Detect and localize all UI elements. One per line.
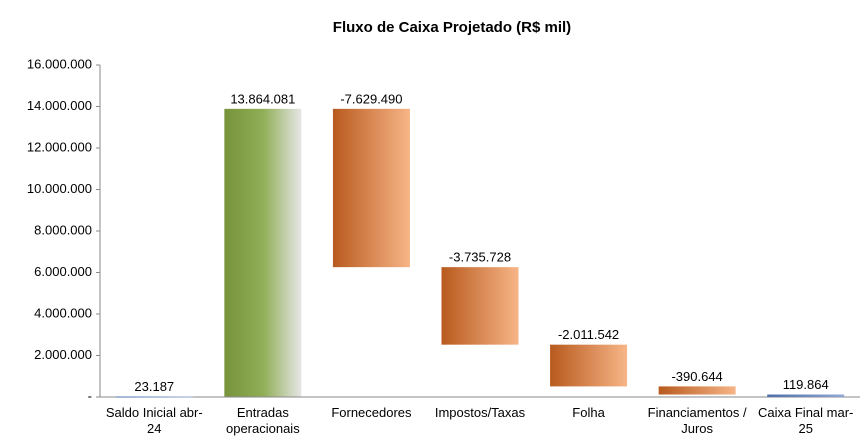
y-tick-label: 16.000.000 bbox=[27, 56, 92, 71]
x-tick-label: Folha bbox=[572, 405, 605, 420]
chart-title: Fluxo de Caixa Projetado (R$ mil) bbox=[333, 19, 571, 36]
x-tick-label: Financiamentos / Juros bbox=[647, 405, 747, 436]
y-tick-label: 14.000.000 bbox=[27, 98, 92, 113]
x-tick-label: Entradas operacionais bbox=[225, 405, 300, 436]
bar bbox=[658, 386, 736, 395]
bar bbox=[224, 108, 302, 397]
bar bbox=[441, 267, 519, 345]
x-tick-label: Saldo Inicial abr-24 bbox=[105, 405, 203, 436]
y-tick-label: 2.000.000 bbox=[34, 347, 92, 362]
y-tick-label: 12.000.000 bbox=[27, 139, 92, 154]
data-label: -3.735.728 bbox=[449, 250, 511, 265]
y-tick-label: 4.000.000 bbox=[34, 305, 92, 320]
y-tick-label: 10.000.000 bbox=[27, 181, 92, 196]
data-label: -390.644 bbox=[671, 369, 722, 384]
bar bbox=[550, 344, 628, 387]
data-label: 119.864 bbox=[783, 377, 829, 392]
bar bbox=[332, 108, 410, 268]
data-label: -7.629.490 bbox=[340, 91, 402, 106]
y-tick-label: 8.000.000 bbox=[34, 222, 92, 237]
y-tick-label: - bbox=[88, 388, 92, 403]
data-label: 13.864.081 bbox=[230, 91, 295, 106]
x-tick-label: Impostos/Taxas bbox=[434, 405, 526, 420]
y-tick-label: 6.000.000 bbox=[34, 264, 92, 279]
x-tick-label: Caixa Final mar-25 bbox=[758, 405, 854, 436]
data-label: 23.187 bbox=[134, 379, 174, 394]
x-tick-label: Fornecedores bbox=[331, 405, 412, 420]
bar bbox=[115, 396, 193, 398]
data-label: -2.011.542 bbox=[558, 327, 619, 342]
bar bbox=[767, 394, 845, 397]
